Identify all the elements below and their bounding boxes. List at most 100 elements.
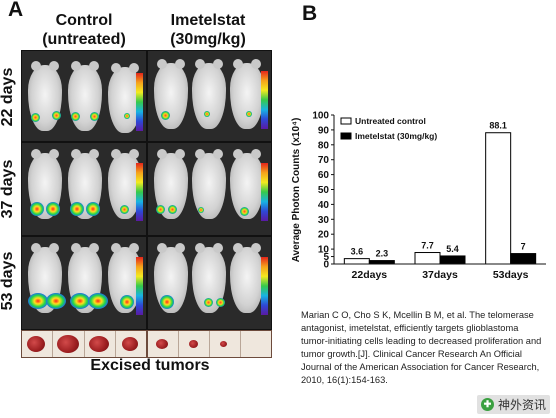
tumor-signal — [216, 298, 225, 307]
imaging-panel-control-22-days — [21, 50, 147, 142]
excised-tumor — [189, 340, 198, 348]
y-tick-label: 90 — [318, 125, 330, 136]
tumor-signal — [30, 202, 44, 216]
intensity-colorbar — [261, 163, 268, 221]
tumor-signal — [70, 202, 84, 216]
tumor-cell — [22, 331, 54, 357]
mouse — [230, 243, 264, 313]
citation-line: tumor growth.[J]. Clinical Cancer Resear… — [301, 348, 522, 359]
citation-line: antagonist, imetelstat, efficiently targ… — [301, 322, 519, 333]
excised-tumor — [27, 336, 45, 352]
timepoint-label-37-days: 37 days — [0, 159, 16, 219]
y-axis-label: Average Photon Counts (x10⁴) — [291, 118, 302, 263]
imaging-panel-imetelstat-37-days — [147, 142, 272, 236]
excised-tumor — [156, 339, 168, 349]
tumor-cell — [241, 331, 271, 357]
excised-tumors-control — [21, 330, 147, 358]
tumor-signal — [52, 111, 61, 120]
tumor-signal — [168, 205, 177, 214]
tumor-cell — [148, 331, 179, 357]
intensity-colorbar — [261, 257, 268, 315]
tumor-signal — [88, 293, 108, 309]
tumor-signal — [31, 113, 40, 122]
intensity-colorbar — [136, 163, 143, 221]
x-tick-label: 22days — [352, 269, 388, 281]
imaging-panel-control-53-days — [21, 236, 147, 330]
imetelstat-title-line2: (30mg/kg) — [170, 31, 246, 48]
control-group-title: Control (untreated) — [24, 11, 144, 49]
bar-untreated-control-22days — [343, 258, 370, 265]
tumor-cell — [53, 331, 85, 357]
imaging-panel-imetelstat-22-days — [147, 50, 272, 142]
imetelstat-title-line1: Imetelstat — [170, 12, 246, 29]
tumor-cell — [85, 331, 116, 357]
tumor-signal — [120, 205, 129, 214]
tumor-signal — [90, 112, 99, 121]
y-tick-label: 60 — [318, 170, 330, 181]
tumor-signal — [204, 298, 213, 307]
tumor-signal — [204, 111, 210, 117]
imetelstat-group-title: Imetelstat (30mg/kg) — [146, 11, 270, 49]
citation-line: Marian C O, Cho S K, Mcellin B M, et al.… — [301, 310, 534, 320]
y-tick-label: 100 — [312, 111, 329, 122]
control-title-line1: Control — [55, 12, 113, 29]
mouse — [154, 59, 188, 129]
bar-value-label: 3.6 — [351, 247, 364, 257]
tumor-cell — [179, 331, 210, 357]
bar-imetelstat-22days — [368, 260, 395, 265]
legend-swatch-untreated-control — [340, 117, 352, 125]
excised-tumor — [121, 337, 138, 351]
legend-label-untreated-control: Untreated control — [355, 116, 426, 126]
tumor-signal — [161, 111, 170, 120]
y-tick-label: 80 — [318, 140, 330, 151]
medical-cross-icon: ✚ — [480, 398, 494, 411]
y-tick-label: 30 — [318, 215, 330, 226]
timepoint-label-22-days: 22 days — [0, 67, 16, 127]
bar-untreated-control-53days — [485, 132, 512, 265]
bar-imetelstat-53days — [510, 253, 537, 265]
y-tick-label: 50 — [318, 185, 330, 196]
bar-value-label: 7 — [521, 242, 526, 252]
tumor-signal — [70, 293, 90, 309]
watermark-text: 神外资讯 — [497, 398, 546, 412]
control-title-line2: (untreated) — [42, 31, 126, 48]
tumor-signal — [124, 113, 130, 119]
source-watermark: ✚ 神外资讯 — [476, 395, 550, 414]
excised-tumor — [57, 335, 80, 353]
bar-untreated-control-37days — [414, 252, 441, 265]
intensity-colorbar — [136, 257, 143, 315]
legend-swatch-imetelstat — [340, 132, 352, 140]
tumor-signal — [71, 112, 80, 121]
tumor-signal — [28, 293, 48, 309]
y-tick-label: 5 — [323, 252, 329, 263]
tumor-cell — [116, 331, 146, 357]
y-tick-label: 40 — [318, 200, 330, 211]
citation-reference: Marian C O, Cho S K, Mcellin B M, et al.… — [301, 309, 553, 386]
y-tick-label: 70 — [318, 155, 330, 166]
bar-value-label: 2.3 — [376, 249, 389, 259]
intensity-colorbar — [261, 71, 268, 129]
tumor-signal — [160, 295, 174, 309]
panel-a-letter: A — [8, 0, 24, 21]
legend-label-imetelstat: Imetelstat (30mg/kg) — [355, 131, 437, 141]
bar-value-label: 88.1 — [489, 121, 507, 131]
intensity-colorbar — [136, 73, 143, 131]
timepoint-label-53-days: 53 days — [0, 251, 16, 311]
tumor-signal — [46, 202, 60, 216]
tumor-signal — [240, 207, 249, 216]
mouse — [68, 61, 102, 131]
citation-line: 2010, 16(1):154-163. — [301, 374, 388, 385]
excised-tumors-imetelstat — [147, 330, 272, 358]
x-tick-label: 53days — [493, 269, 529, 281]
bar-imetelstat-37days — [439, 255, 466, 265]
bar-value-label: 7.7 — [421, 241, 434, 251]
tumor-signal — [198, 207, 204, 213]
excised-tumor — [88, 336, 109, 352]
chart-legend: Untreated control Imetelstat (30mg/kg) — [340, 116, 437, 141]
y-tick-label: 10 — [318, 245, 330, 256]
mouse — [192, 59, 226, 129]
y-tick-label: 20 — [318, 230, 330, 241]
bar-value-label: 5.4 — [446, 244, 459, 254]
excised-tumor — [220, 341, 227, 347]
